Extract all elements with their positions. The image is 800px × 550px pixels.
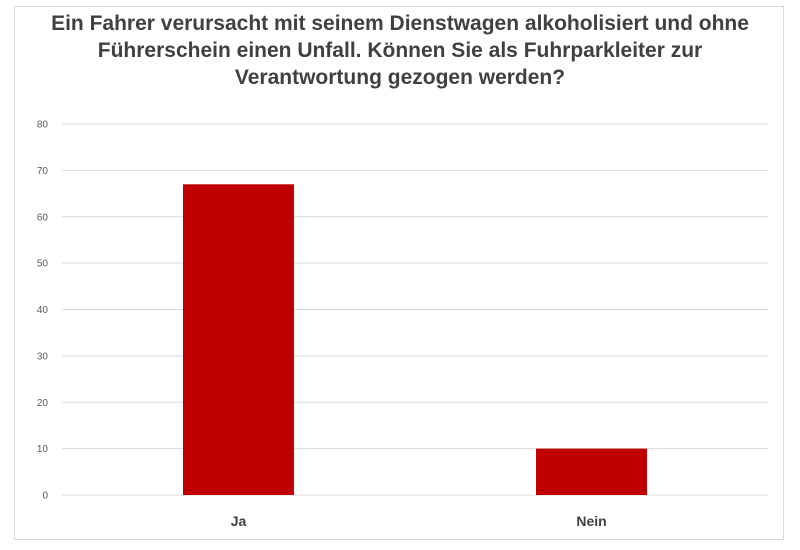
x-category-label: Ja	[231, 513, 247, 529]
y-tick-label: 20	[37, 398, 49, 409]
chart-frame	[14, 6, 784, 540]
y-axis-ticks: 0 10 20 30 40 50 60 70 80	[37, 120, 49, 502]
y-tick-label: 70	[37, 166, 49, 177]
y-tick-label: 60	[37, 212, 49, 223]
bars	[183, 184, 647, 495]
y-tick-label: 40	[37, 305, 49, 316]
bar-ja	[183, 184, 294, 495]
x-axis-categories: Ja Nein	[231, 513, 607, 529]
y-tick-label: 80	[37, 120, 49, 131]
bar-nein	[536, 448, 647, 495]
y-tick-label: 50	[37, 259, 49, 270]
gridlines	[62, 123, 768, 496]
chart-title: Ein Fahrer verursacht mit seinem Dienstw…	[51, 12, 749, 89]
y-tick-label: 10	[37, 444, 49, 455]
y-tick-label: 0	[42, 491, 48, 502]
x-category-label: Nein	[576, 513, 606, 529]
y-tick-label: 30	[37, 351, 49, 362]
